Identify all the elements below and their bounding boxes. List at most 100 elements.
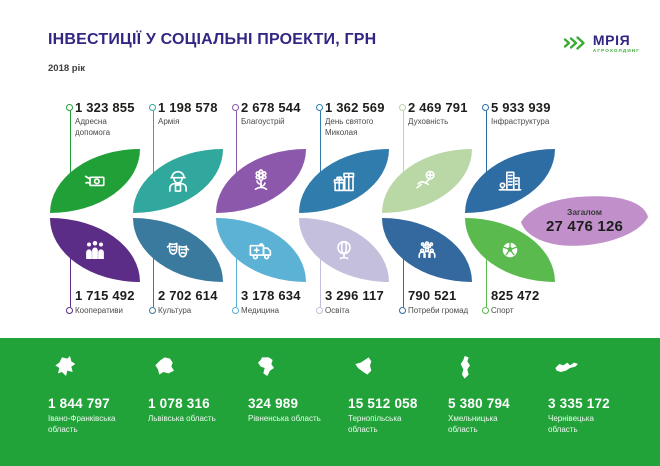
region-item-chernivtsi: 3 335 172 Чернівецька область — [548, 352, 642, 435]
project-value: 2 702 614 — [158, 288, 218, 303]
connector-line — [69, 111, 71, 181]
connector-line — [152, 252, 154, 307]
project-item-kooperatyvy: 1 715 492 Кооперативи — [66, 288, 150, 317]
leaf-medytsyna — [216, 218, 306, 282]
ternopil-region-icon — [355, 357, 372, 375]
regions-band: 1 844 797 Івано-Франківська область 1 07… — [0, 338, 660, 466]
leaf-potreby-hromad — [382, 218, 472, 282]
ambulance-icon — [249, 243, 272, 260]
leaf-osvita — [299, 218, 389, 282]
region-item-rivne: 324 989 Рівненська область — [248, 352, 342, 425]
connector-line — [485, 111, 487, 181]
leaf-blahoustrii — [216, 149, 306, 213]
total-value: 27 476 126 — [545, 218, 624, 235]
project-label: Культура — [158, 306, 192, 315]
region-item-khmelnytskyi: 5 380 794 Хмельницька область — [448, 352, 542, 435]
project-item-potreby-hromad: 790 521 Потреби громад — [399, 288, 483, 317]
region-value: 324 989 — [248, 396, 299, 411]
region-label: Чернівецька область — [548, 414, 594, 434]
connector-dot — [316, 104, 323, 111]
project-label: Спорт — [491, 306, 514, 315]
project-item-dukhovnist: 2 469 791 Духовність — [399, 100, 483, 128]
project-item-osvita: 3 296 117 Освіта — [316, 288, 400, 317]
project-label: Інфраструктура — [491, 117, 550, 126]
project-item-infrastruktura: 5 933 939 Інфраструктура — [482, 100, 566, 128]
region-item-ternopil: 15 512 058 Тернопільська область — [348, 352, 442, 435]
project-value: 1 323 855 — [75, 100, 135, 115]
chernivtsi-region-icon — [555, 362, 578, 372]
region-value: 1 844 797 — [48, 396, 110, 411]
project-label: Потреби громад — [408, 306, 469, 315]
connector-line — [69, 252, 71, 307]
project-item-sport: 825 472 Спорт — [482, 288, 566, 317]
connector-dot — [399, 104, 406, 111]
connector-dot — [66, 104, 73, 111]
theater-masks-icon — [166, 242, 190, 258]
connector-line — [235, 252, 237, 307]
connector-line — [485, 252, 487, 307]
connector-line — [402, 111, 404, 181]
connector-dot — [399, 307, 406, 314]
project-label: Армія — [158, 117, 180, 126]
connector-dot — [482, 307, 489, 314]
rivne-region-icon — [258, 357, 274, 376]
project-value: 3 178 634 — [241, 288, 301, 303]
lviv-region-icon — [155, 357, 174, 375]
project-item-blahoustrii: 2 678 544 Благоустрій — [232, 100, 316, 128]
connector-dot — [316, 307, 323, 314]
total-badge: Загалом 27 476 126 — [519, 192, 650, 250]
connector-line — [319, 111, 321, 181]
leaf-den-sviatoho-mykolaya — [299, 149, 389, 213]
leaf-kooperatyvy — [50, 218, 140, 282]
connector-line — [235, 111, 237, 181]
project-item-medytsyna: 3 178 634 Медицина — [232, 288, 316, 317]
project-value: 2 469 791 — [408, 100, 468, 115]
connector-dot — [66, 307, 73, 314]
project-value: 1 362 569 — [325, 100, 385, 115]
connector-dot — [232, 307, 239, 314]
connector-line — [319, 252, 321, 307]
project-label: Кооперативи — [75, 306, 123, 315]
region-value: 3 335 172 — [548, 396, 610, 411]
project-label: Духовність — [408, 117, 449, 126]
total-label: Загалом — [567, 207, 602, 217]
crowd-icon — [418, 241, 436, 259]
project-value: 1 198 578 — [158, 100, 218, 115]
hand-cross-icon — [416, 170, 435, 189]
project-label: День святого Миколая — [325, 117, 374, 137]
region-value: 15 512 058 — [348, 396, 418, 411]
company-logo: МРІЯ АГРОХОЛДИНГ — [563, 33, 640, 54]
project-value: 825 472 — [491, 288, 540, 303]
connector-line — [152, 111, 154, 181]
region-value: 1 078 316 — [148, 396, 210, 411]
page-title: ІНВЕСТИЦІЇ У СОЦІАЛЬНІ ПРОЕКТИ, ГРН — [48, 31, 377, 48]
leaf-dukhovnist — [382, 149, 472, 213]
globe-icon — [337, 240, 351, 260]
year-subtitle: 2018 рік — [48, 63, 85, 74]
project-value: 5 933 939 — [491, 100, 551, 115]
wheat-icon — [563, 36, 585, 50]
people-icon — [86, 241, 104, 259]
buildings-icon — [498, 171, 522, 191]
connector-dot — [232, 104, 239, 111]
money-hand-icon — [84, 175, 105, 187]
region-item-ivano-frankivsk: 1 844 797 Івано-Франківська область — [48, 352, 142, 435]
project-value: 3 296 117 — [325, 288, 384, 303]
khmelnytskyi-region-icon — [460, 356, 470, 379]
project-value: 1 715 492 — [75, 288, 135, 303]
connector-dot — [482, 104, 489, 111]
region-label: Тернопільська область — [348, 414, 402, 434]
logo-name: МРІЯ — [592, 32, 631, 48]
flower-icon — [254, 169, 268, 191]
leaf-armiya — [133, 149, 223, 213]
project-label: Адресна допомога — [75, 117, 111, 137]
project-label: Медицина — [241, 306, 280, 315]
project-item-armiya: 1 198 578 Армія — [149, 100, 233, 128]
gifts-icon — [333, 172, 355, 192]
lens-shape — [521, 196, 648, 246]
logo-subtitle: АГРОХОЛДИНГ — [592, 48, 640, 53]
leaf-adresna-dopomoha — [50, 149, 140, 213]
soccer-ball-icon — [502, 242, 518, 258]
region-label: Рівненська область — [248, 414, 321, 423]
